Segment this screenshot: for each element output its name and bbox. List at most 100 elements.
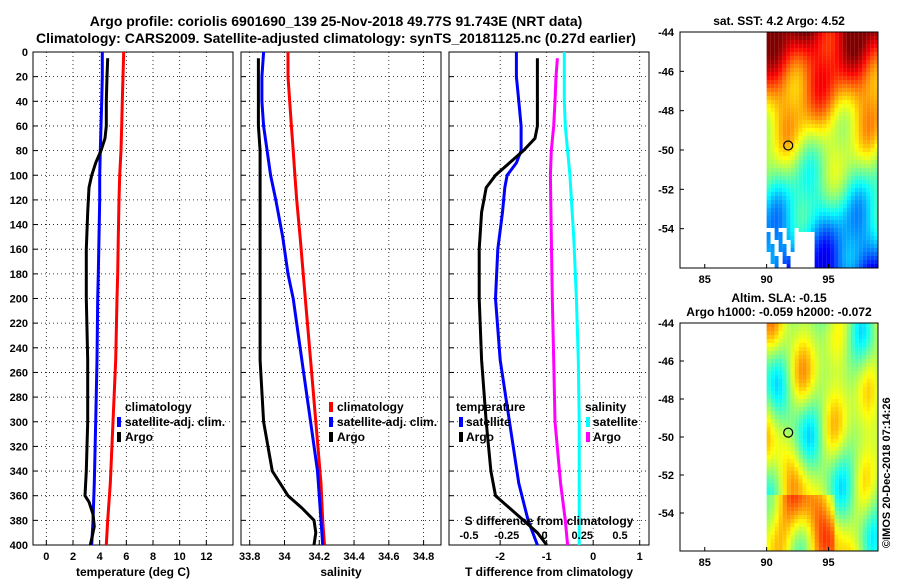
map-cell: [814, 88, 819, 92]
map-cell: [830, 491, 835, 495]
map-cell: [866, 451, 871, 455]
map-cell: [782, 327, 787, 331]
map-cell: [782, 260, 787, 264]
map-cell: [874, 359, 878, 363]
map-cell: [810, 431, 815, 435]
map-cell: [802, 124, 807, 128]
map-cell: [774, 443, 779, 447]
map-cell: [858, 188, 863, 192]
map-cell: [782, 232, 787, 236]
map-cell: [834, 220, 839, 224]
map-cell: [834, 403, 839, 407]
map-cell: [846, 459, 851, 463]
map-cell: [854, 220, 859, 224]
map-cell: [810, 455, 815, 459]
map-cell: [846, 347, 851, 351]
map-cell: [798, 327, 803, 331]
map-cell: [794, 224, 799, 228]
map-cell: [846, 92, 851, 96]
map-y-tick-label: -48: [658, 106, 674, 118]
map-cell: [870, 104, 875, 108]
map-cell: [874, 92, 878, 96]
map-cell: [874, 367, 878, 371]
map-cell: [778, 108, 783, 112]
map-cell: [854, 136, 859, 140]
map-cell: [774, 447, 779, 451]
map-cell: [842, 252, 847, 256]
map-cell: [818, 459, 823, 463]
map-cell: [866, 447, 871, 451]
map-cell: [842, 499, 847, 503]
map-cell: [766, 331, 771, 335]
map-cell: [774, 64, 779, 68]
map-cell: [866, 232, 871, 236]
map-cell: [874, 323, 878, 327]
map-cell: [854, 423, 859, 427]
map-cell: [766, 96, 771, 100]
map-cell: [862, 112, 867, 116]
map-cell: [850, 108, 855, 112]
map-cell: [778, 36, 783, 40]
map-cell: [834, 36, 839, 40]
map-cell: [862, 435, 867, 439]
map-cell: [814, 192, 819, 196]
map-cell: [850, 164, 855, 168]
map-cell: [838, 188, 843, 192]
map-cell: [766, 228, 771, 232]
map-cell: [794, 335, 799, 339]
map-cell: [766, 192, 771, 196]
map-cell: [794, 359, 799, 363]
map-cell: [858, 463, 863, 467]
map-cell: [806, 216, 811, 220]
map-cell: [850, 531, 855, 535]
map-cell: [794, 36, 799, 40]
map-cell: [786, 403, 791, 407]
map-cell: [818, 407, 823, 411]
map-cell: [798, 463, 803, 467]
map-cell: [810, 443, 815, 447]
map-cell: [814, 375, 819, 379]
map-cell: [770, 140, 775, 144]
map-cell: [842, 36, 847, 40]
map-cell: [798, 216, 803, 220]
map-cell: [806, 236, 811, 240]
map-cell: [846, 483, 851, 487]
map-cell: [774, 547, 779, 551]
map-cell: [870, 188, 875, 192]
map-cell: [870, 343, 875, 347]
map-cell: [874, 188, 878, 192]
map-cell: [770, 40, 775, 44]
map-cell: [786, 395, 791, 399]
map-cell: [830, 224, 835, 228]
map-cell: [806, 443, 811, 447]
map-cell: [782, 176, 787, 180]
map-cell: [802, 483, 807, 487]
map-cell: [786, 56, 791, 60]
map-cell: [794, 399, 799, 403]
map-cell: [770, 463, 775, 467]
map-cell: [830, 208, 835, 212]
map-cell: [786, 232, 791, 236]
map-cell: [810, 208, 815, 212]
map-cell: [866, 112, 871, 116]
map-cell: [862, 92, 867, 96]
map-cell: [790, 132, 795, 136]
map-cell: [798, 68, 803, 72]
map-cell: [842, 48, 847, 52]
map-cell: [822, 112, 827, 116]
map-cell: [778, 399, 783, 403]
map-cell: [794, 539, 799, 543]
map-cell: [810, 176, 815, 180]
legend-label: satellite-adj. clim.: [125, 415, 225, 429]
map-cell: [786, 407, 791, 411]
map-cell: [806, 351, 811, 355]
map-cell: [786, 411, 791, 415]
map-cell: [802, 515, 807, 519]
map-cell: [842, 120, 847, 124]
map-cell: [834, 180, 839, 184]
map-cell: [822, 427, 827, 431]
map-cell: [782, 116, 787, 120]
map-cell: [810, 172, 815, 176]
map-cell: [838, 547, 843, 551]
map-cell: [842, 403, 847, 407]
